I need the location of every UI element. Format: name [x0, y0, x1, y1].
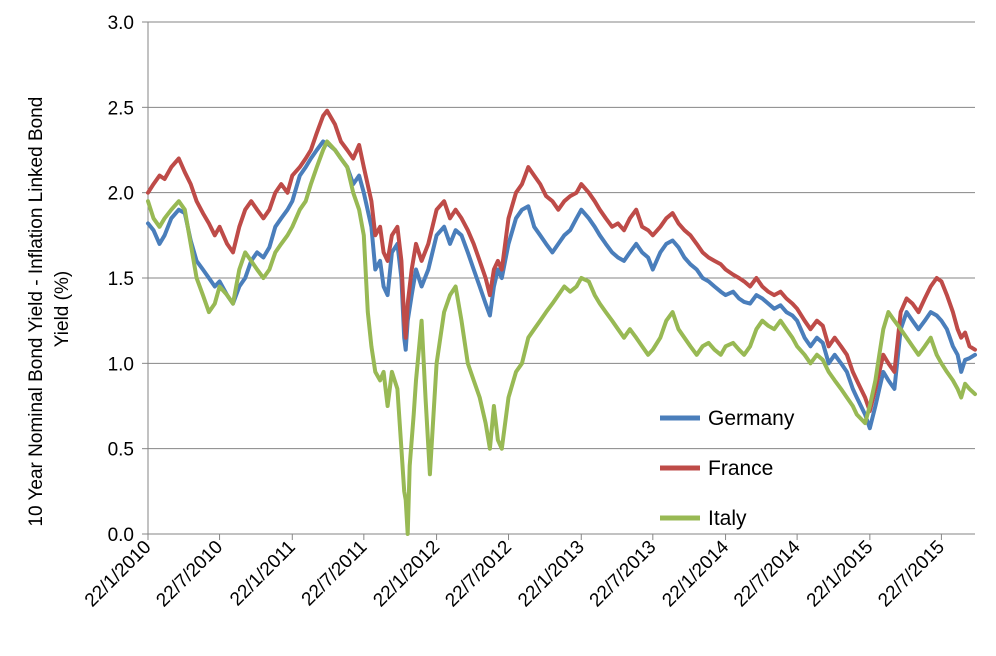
y-tick-label: 1.5 — [108, 269, 134, 290]
legend-label-france: France — [708, 457, 773, 480]
y-tick-label: 1.0 — [108, 354, 134, 375]
series-line-france — [146, 108, 977, 414]
y-axis-label-line2: Yield (%) — [52, 271, 73, 347]
x-tick-label: 22/1/2014 — [658, 536, 733, 611]
series-line-germany — [146, 139, 977, 431]
y-tick-labels: 0.0 0.5 1.0 1.5 2.0 2.5 3.0 — [108, 13, 134, 546]
x-tick-label: 22/1/2013 — [514, 537, 589, 612]
x-tick-label: 22/7/2015 — [874, 537, 949, 612]
x-tick-label: 22/7/2013 — [586, 537, 661, 612]
y-axis-label: 10 Year Nominal Bond Yield - Inflation L… — [26, 91, 73, 526]
legend-label-italy: Italy — [708, 507, 747, 530]
y-axis-label-line1: 10 Year Nominal Bond Yield - Inflation L… — [26, 97, 47, 527]
x-tick-label: 22/7/2012 — [441, 537, 516, 612]
legend: Germany France Italy — [660, 407, 795, 530]
x-tick-label: 22/1/2012 — [369, 537, 444, 612]
x-tick-label: 22/1/2011 — [226, 537, 300, 611]
series-lines — [146, 108, 977, 536]
x-tick-label: 22/7/2010 — [152, 537, 227, 612]
y-tick-label: 3.0 — [108, 13, 134, 34]
x-tick-label: 22/1/2010 — [81, 537, 156, 612]
axes — [142, 21, 975, 540]
series-line-italy — [146, 139, 977, 536]
x-tick-label: 22/7/2014 — [730, 536, 805, 611]
legend-label-germany: Germany — [708, 407, 795, 430]
y-tick-label: 0.0 — [108, 525, 134, 546]
x-tick-label: 22/1/2015 — [803, 537, 878, 612]
x-tick-label: 22/7/2011 — [298, 537, 372, 611]
y-tick-label: 0.5 — [108, 440, 134, 461]
y-tick-label: 2.0 — [108, 184, 134, 205]
y-tick-label: 2.5 — [108, 98, 134, 119]
